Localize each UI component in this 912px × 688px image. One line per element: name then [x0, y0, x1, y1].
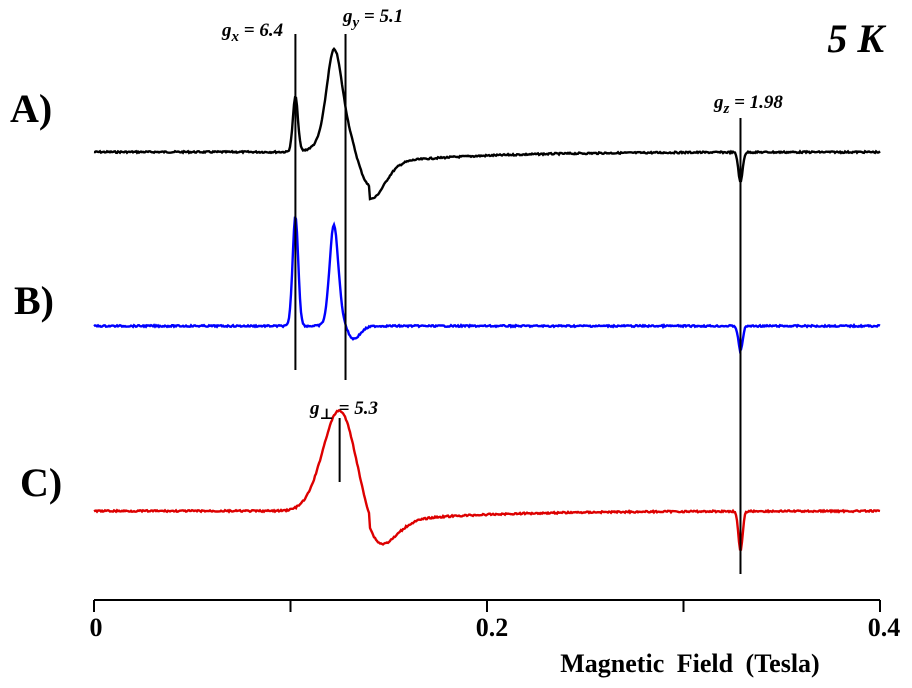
g-label-gperp-symbol: g — [309, 398, 320, 419]
g-label-gx-value: = 6.4 — [239, 20, 283, 41]
g-label-gy-value: = 5.1 — [359, 6, 403, 27]
g-label-gx-sub: x — [231, 29, 240, 45]
spectrum-traces — [93, 47, 881, 551]
x-axis-ticks — [93, 600, 881, 612]
g-label-gz-sub: z — [723, 101, 730, 117]
g-label-gperp: g⊥ = 5.3 — [309, 398, 378, 423]
g-label-gx: gx = 6.4 — [221, 20, 283, 45]
panel-label-a: A) — [10, 86, 52, 131]
g-label-gy-sub: y — [351, 15, 360, 31]
trace-a — [93, 47, 881, 201]
g-label-gy: gy = 5.1 — [342, 6, 403, 31]
g-label-gy-symbol: g — [342, 6, 353, 27]
g-label-gperp-sub: ⊥ — [320, 407, 334, 423]
trace-c — [93, 408, 881, 551]
g-label-gz: gz = 1.98 — [713, 92, 783, 117]
g-label-gx-symbol: g — [221, 20, 232, 41]
g-value-marker-lines — [294, 34, 742, 574]
panel-label-c: C) — [20, 460, 62, 505]
g-label-gz-symbol: g — [713, 92, 724, 113]
x-axis-title: Magnetic Field (Tesla) — [560, 649, 819, 678]
g-label-gz-value: = 1.98 — [729, 92, 783, 113]
x-tick-label-0.2: 0.2 — [476, 613, 509, 642]
panel-label-b: B) — [14, 278, 54, 323]
g-label-gperp-value: = 5.3 — [334, 398, 378, 419]
x-tick-label-0.4: 0.4 — [868, 613, 901, 642]
temperature-label: 5 K — [827, 16, 886, 61]
x-tick-label-0: 0 — [90, 613, 103, 642]
trace-b — [93, 216, 881, 354]
